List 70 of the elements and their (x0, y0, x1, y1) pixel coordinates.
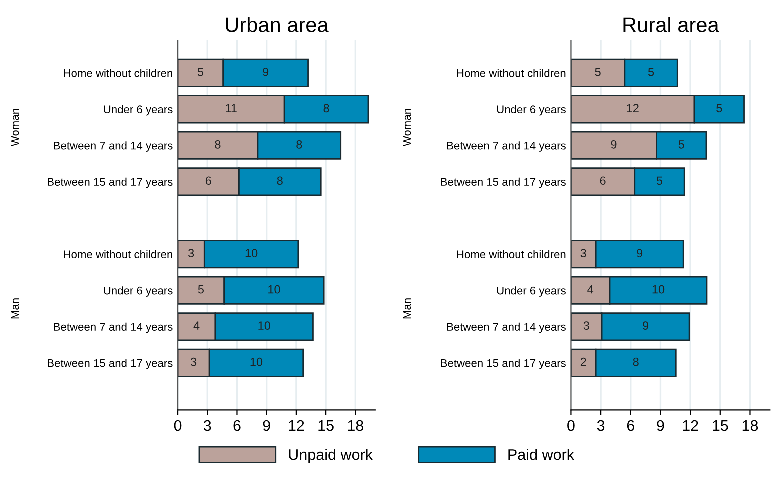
y-tick-label: Between 7 and 14 years (54, 322, 173, 334)
x-tick-label: 0 (174, 420, 182, 432)
y-tick-label: Between 7 and 14 years (447, 322, 566, 334)
y-tick-label: Between 7 and 14 years (447, 142, 566, 152)
data-label: 10 (250, 358, 263, 366)
data-label: 8 (215, 140, 221, 149)
data-label: 8 (296, 140, 302, 149)
data-label: 5 (648, 68, 654, 76)
data-label: 9 (637, 249, 643, 258)
chart-title: Rural area (624, 17, 720, 32)
data-label: 4 (588, 286, 594, 294)
data-label: 5 (198, 68, 204, 76)
data-label: 5 (198, 286, 204, 294)
y-tick-label: Under 6 years (497, 286, 566, 297)
y-tick-label: Home without children (64, 69, 172, 78)
data-label: 8 (277, 176, 283, 186)
y-tick-label: Home without children (457, 250, 566, 259)
x-tick-label: 3 (204, 420, 212, 432)
data-label: 3 (190, 358, 197, 366)
data-label: 5 (716, 104, 722, 113)
data-label: 8 (633, 358, 639, 366)
data-label: 3 (188, 249, 194, 258)
data-label: 11 (226, 104, 237, 112)
x-tick-label: 9 (657, 420, 664, 432)
data-label: 8 (324, 104, 330, 113)
data-label: 9 (611, 140, 617, 149)
x-tick-label: 18 (348, 420, 364, 432)
legend-label: Unpaid work (289, 449, 374, 464)
x-tick-label: 6 (627, 420, 634, 432)
data-label: 9 (643, 322, 649, 330)
y-tick-label: Home without children (457, 69, 566, 78)
x-tick-label: 9 (263, 420, 270, 432)
y-tick-label: Between 15 and 17 years (48, 178, 173, 188)
x-tick-label: 15 (318, 420, 334, 432)
y-tick-label: Between 15 and 17 years (48, 359, 173, 370)
x-tick-label: 18 (742, 420, 758, 432)
text: Woman (11, 109, 20, 147)
data-label: 5 (595, 68, 601, 76)
y-tick-label: Under 6 years (497, 105, 566, 116)
data-label: 10 (258, 322, 270, 330)
y-tick-label: Home without children (64, 250, 172, 259)
x-tick-label: 6 (234, 420, 241, 432)
data-label: 10 (268, 285, 280, 294)
data-label: 5 (656, 176, 663, 186)
x-tick-label: 12 (683, 420, 698, 432)
data-label: 2 (580, 358, 586, 366)
data-label: 10 (652, 285, 665, 294)
data-label: 6 (600, 176, 606, 186)
data-label: 9 (263, 68, 269, 76)
data-label: 12 (627, 104, 639, 112)
x-tick-label: 15 (713, 420, 728, 432)
text: Woman (403, 109, 412, 147)
data-label: 3 (584, 322, 590, 330)
y-tick-label: Under 6 years (104, 286, 173, 297)
data-label: 3 (580, 249, 586, 258)
y-tick-label: Between 15 and 17 years (441, 178, 566, 188)
data-label: 5 (678, 140, 684, 149)
y-tick-label: Under 6 years (104, 105, 173, 116)
y-tick-label: Between 7 and 14 years (54, 142, 173, 152)
text: Man (11, 298, 20, 319)
text: Man (403, 298, 412, 319)
data-label: 10 (246, 249, 258, 258)
x-tick-label: 12 (289, 420, 304, 432)
legend-label: Paid work (508, 449, 575, 460)
data-label: 6 (206, 176, 212, 186)
x-tick-label: 0 (568, 420, 575, 432)
data-label: 4 (194, 322, 200, 330)
y-tick-label: Between 15 and 17 years (441, 359, 566, 370)
chart-title: Urban area (226, 17, 329, 32)
x-tick-label: 3 (597, 420, 605, 432)
